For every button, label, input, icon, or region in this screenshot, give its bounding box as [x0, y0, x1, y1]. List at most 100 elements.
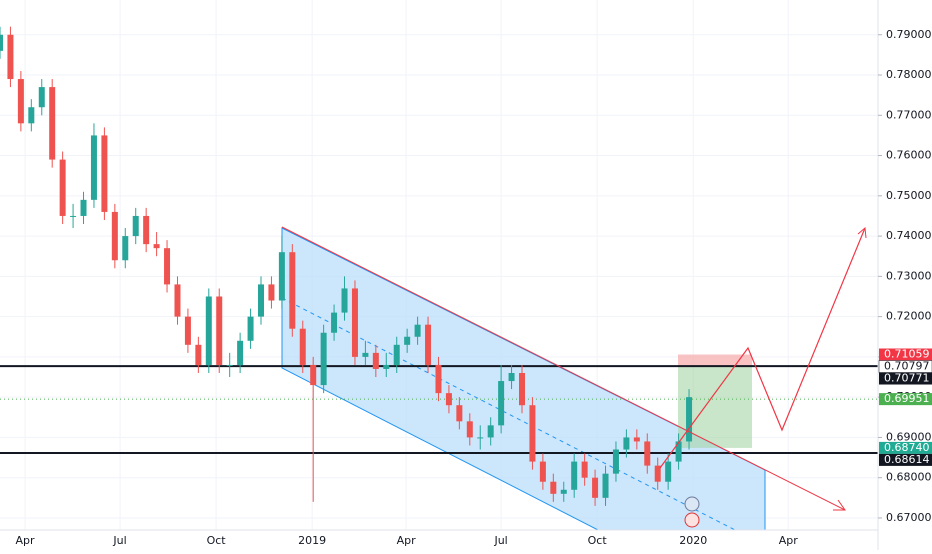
y-tick-label: 0.79000	[886, 28, 932, 41]
candle-body	[153, 244, 160, 249]
grid	[0, 0, 878, 530]
y-tick-label: 0.72000	[886, 310, 932, 323]
candle-body	[602, 473, 609, 498]
candle-body	[80, 199, 87, 216]
price-label-bg	[879, 372, 932, 385]
x-tick-label: Oct	[588, 534, 608, 547]
candle-body	[257, 284, 264, 317]
candle-body	[665, 461, 672, 482]
x-tick-label: 2019	[298, 534, 326, 547]
candle-body	[320, 332, 327, 386]
candle-body	[111, 211, 118, 261]
candle-body	[184, 316, 191, 345]
arrow-head	[857, 226, 867, 239]
arrow-head	[833, 499, 846, 511]
candle-body	[581, 461, 588, 478]
x-tick-label: Jul	[493, 534, 507, 547]
candle-body	[425, 324, 432, 365]
y-tick-label: 0.67000	[886, 511, 932, 524]
candle-body	[268, 284, 275, 301]
candle-body	[28, 107, 35, 124]
candle-body	[278, 252, 285, 301]
candle-body	[143, 215, 150, 245]
candle-body	[341, 288, 348, 313]
candle-body	[571, 461, 578, 490]
x-tick-label: 2020	[679, 534, 707, 547]
axes: 0.670000.680000.690000.700000.710000.720…	[16, 28, 932, 547]
event-icon[interactable]	[684, 512, 700, 528]
candle-body	[383, 364, 390, 369]
candle-body	[164, 248, 171, 285]
y-tick-label: 0.69000	[886, 430, 932, 443]
candle-body	[644, 441, 651, 466]
candle-body	[393, 344, 400, 365]
candle-body	[362, 352, 369, 357]
price-label: 0.71059	[884, 348, 930, 361]
candle-body	[445, 393, 452, 406]
candle-body	[477, 437, 484, 439]
candle-body	[372, 352, 379, 369]
x-tick-label: Oct	[207, 534, 227, 547]
price-label: 0.70797	[884, 360, 930, 373]
candle-body	[487, 425, 494, 438]
y-tick-label: 0.77000	[886, 108, 932, 121]
projection-path	[659, 227, 866, 469]
candle-body	[216, 296, 223, 365]
candle-body	[529, 405, 536, 462]
price-label: 0.68740	[884, 441, 930, 454]
candle-body	[132, 215, 139, 237]
price-label: 0.69951	[884, 392, 930, 405]
candle-body	[414, 324, 421, 337]
candles	[0, 26, 693, 506]
y-tick-label: 0.78000	[886, 68, 932, 81]
candle-body	[49, 87, 56, 160]
candle-body	[0, 34, 3, 51]
candle-body	[331, 312, 338, 333]
candle-body	[70, 215, 77, 217]
y-tick-label: 0.68000	[886, 471, 932, 484]
candle-body	[518, 372, 525, 406]
price-label-bg	[879, 393, 932, 406]
candle-body	[310, 364, 317, 386]
candle-body	[7, 34, 14, 80]
candle-body	[289, 252, 296, 329]
x-tick-label: Jul	[112, 534, 126, 547]
y-tick-label: 0.73000	[886, 269, 932, 282]
candle-body	[550, 481, 557, 494]
candle-body	[404, 336, 411, 345]
candle-body	[466, 421, 473, 438]
price-label: 0.68614	[884, 453, 930, 466]
x-tick-label: Apr	[779, 534, 799, 547]
price-label-bg	[879, 441, 932, 454]
candle-body	[174, 284, 181, 317]
y-tick-label: 0.75000	[886, 189, 932, 202]
candle-body	[17, 79, 24, 124]
stop-zone	[678, 354, 752, 367]
candle-body	[101, 135, 108, 212]
candle-body	[122, 236, 129, 261]
channel-midline	[281, 297, 736, 531]
price-label-bg	[879, 453, 932, 466]
candle-body	[247, 316, 254, 341]
candle-body	[435, 364, 442, 394]
candle-body	[205, 296, 212, 365]
candle-body	[612, 449, 619, 474]
candle-body	[498, 381, 505, 426]
candle-body	[633, 437, 640, 442]
candle-body	[90, 135, 97, 200]
x-tick-label: Apr	[397, 534, 417, 547]
candle-body	[623, 437, 630, 450]
candle-body	[226, 364, 233, 366]
event-icon[interactable]	[684, 496, 700, 512]
price-label: 0.70771	[884, 372, 930, 385]
candle-body	[59, 159, 66, 216]
candle-body	[299, 328, 306, 365]
candle-body	[675, 441, 682, 462]
candle-body	[237, 340, 244, 365]
candle-body	[592, 477, 599, 498]
candle-body	[456, 405, 463, 422]
candle-body	[686, 397, 693, 442]
candle-body	[351, 288, 358, 357]
candle-body	[654, 465, 661, 482]
